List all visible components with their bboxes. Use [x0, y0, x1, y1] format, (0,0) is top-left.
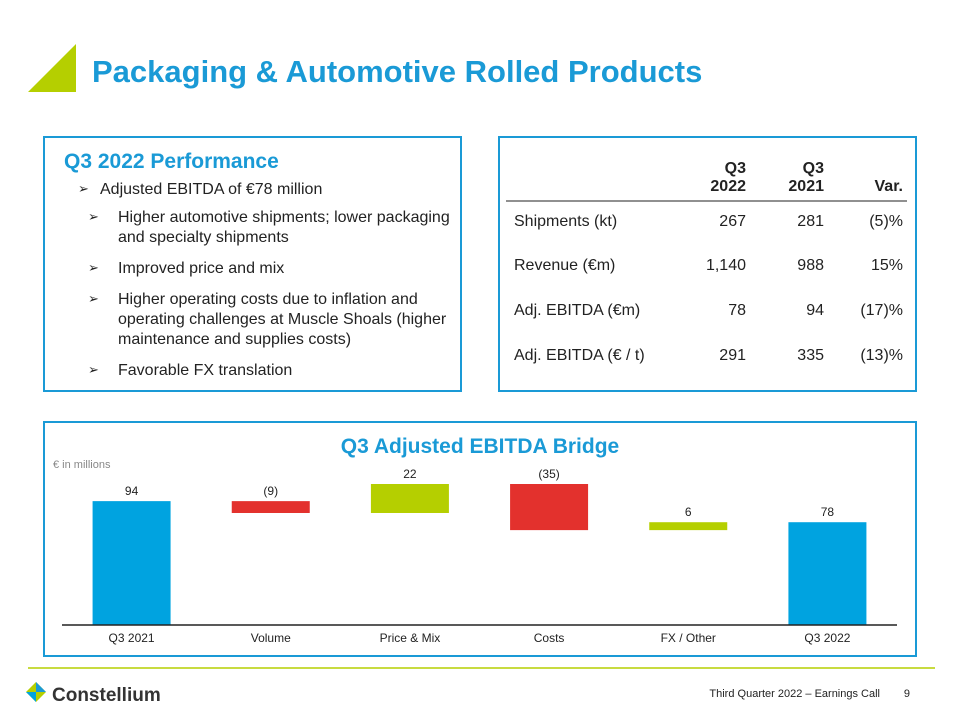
- bullet-text: Adjusted EBITDA of €78 million: [100, 181, 323, 198]
- x-tick-label: Q3 2022: [804, 631, 850, 645]
- chart: Q3 Adjusted EBITDA Bridge € in millions …: [53, 435, 897, 645]
- table-cell: (13)%: [860, 347, 903, 364]
- accent-triangle: [28, 44, 76, 92]
- bullet-item: Adjusted EBITDA of €78 million: [78, 180, 458, 200]
- bar: [231, 501, 310, 513]
- data-label: (9): [263, 484, 278, 498]
- performance-title: Q3 2022 Performance: [64, 150, 279, 173]
- column-header: 2021: [788, 178, 824, 195]
- bar: [370, 484, 449, 513]
- bullet-text: Higher operating costs due to inflation …: [118, 291, 447, 348]
- footer-event: Third Quarter 2022 – Earnings Call: [709, 688, 880, 700]
- row-label: Adj. EBITDA (€ / t): [514, 347, 645, 364]
- x-tick-label: FX / Other: [661, 631, 716, 645]
- page-number: 9: [904, 688, 910, 700]
- bullet-item: Improved price and mix: [78, 259, 458, 279]
- chart-note: € in millions: [53, 459, 111, 471]
- table-cell: (17)%: [860, 302, 903, 319]
- table-cell: 281: [797, 213, 824, 230]
- bullet-item: Favorable FX translation: [78, 361, 458, 381]
- data-label: 6: [685, 505, 692, 519]
- bullet-item: Higher automotive shipments; lower packa…: [78, 208, 458, 248]
- data-label: 22: [403, 467, 417, 481]
- row-label: Revenue (€m): [514, 257, 615, 274]
- table-cell: 988: [797, 257, 824, 274]
- table-cell: 291: [719, 347, 746, 364]
- data-label: 78: [821, 505, 835, 519]
- performance-list: Adjusted EBITDA of €78 million Higher aut…: [78, 180, 458, 392]
- bar: [788, 522, 867, 625]
- table-cell: 94: [806, 302, 824, 319]
- bar: [649, 522, 728, 531]
- table-cell: 335: [797, 347, 824, 364]
- row-label: Adj. EBITDA (€m): [514, 302, 640, 319]
- column-header: Q3: [803, 160, 824, 177]
- data-label: (35): [538, 467, 559, 481]
- x-tick-label: Q3 2021: [109, 631, 155, 645]
- bullet-item: Higher operating costs due to inflation …: [78, 290, 458, 350]
- slide-title: Packaging & Automotive Rolled Products: [92, 54, 703, 89]
- table-cell: 78: [728, 302, 746, 319]
- bullet-text: Higher automotive shipments; lower packa…: [118, 209, 450, 246]
- bullet-text: Favorable FX translation: [118, 362, 293, 379]
- chart-title: Q3 Adjusted EBITDA Bridge: [341, 435, 619, 458]
- table-box: [498, 136, 917, 392]
- logo-text: Constellium: [52, 685, 161, 706]
- column-header: 2022: [710, 178, 746, 195]
- logo-icon: [26, 682, 46, 702]
- x-tick-label: Volume: [251, 631, 291, 645]
- column-header: Q3: [725, 160, 746, 177]
- bar: [510, 484, 589, 531]
- column-header: Var.: [875, 178, 903, 195]
- table-cell: (5)%: [869, 213, 903, 230]
- table-cell: 267: [719, 213, 746, 230]
- x-tick-label: Costs: [534, 631, 565, 645]
- bar: [92, 501, 171, 625]
- table-cell: 1,140: [706, 257, 746, 274]
- x-tick-label: Price & Mix: [380, 631, 441, 645]
- data-label: 94: [125, 484, 139, 498]
- chart-box: [43, 421, 917, 657]
- performance-box: [43, 136, 462, 392]
- table-cell: 15%: [871, 257, 903, 274]
- bullet-text: Improved price and mix: [118, 260, 285, 277]
- row-label: Shipments (kt): [514, 213, 617, 230]
